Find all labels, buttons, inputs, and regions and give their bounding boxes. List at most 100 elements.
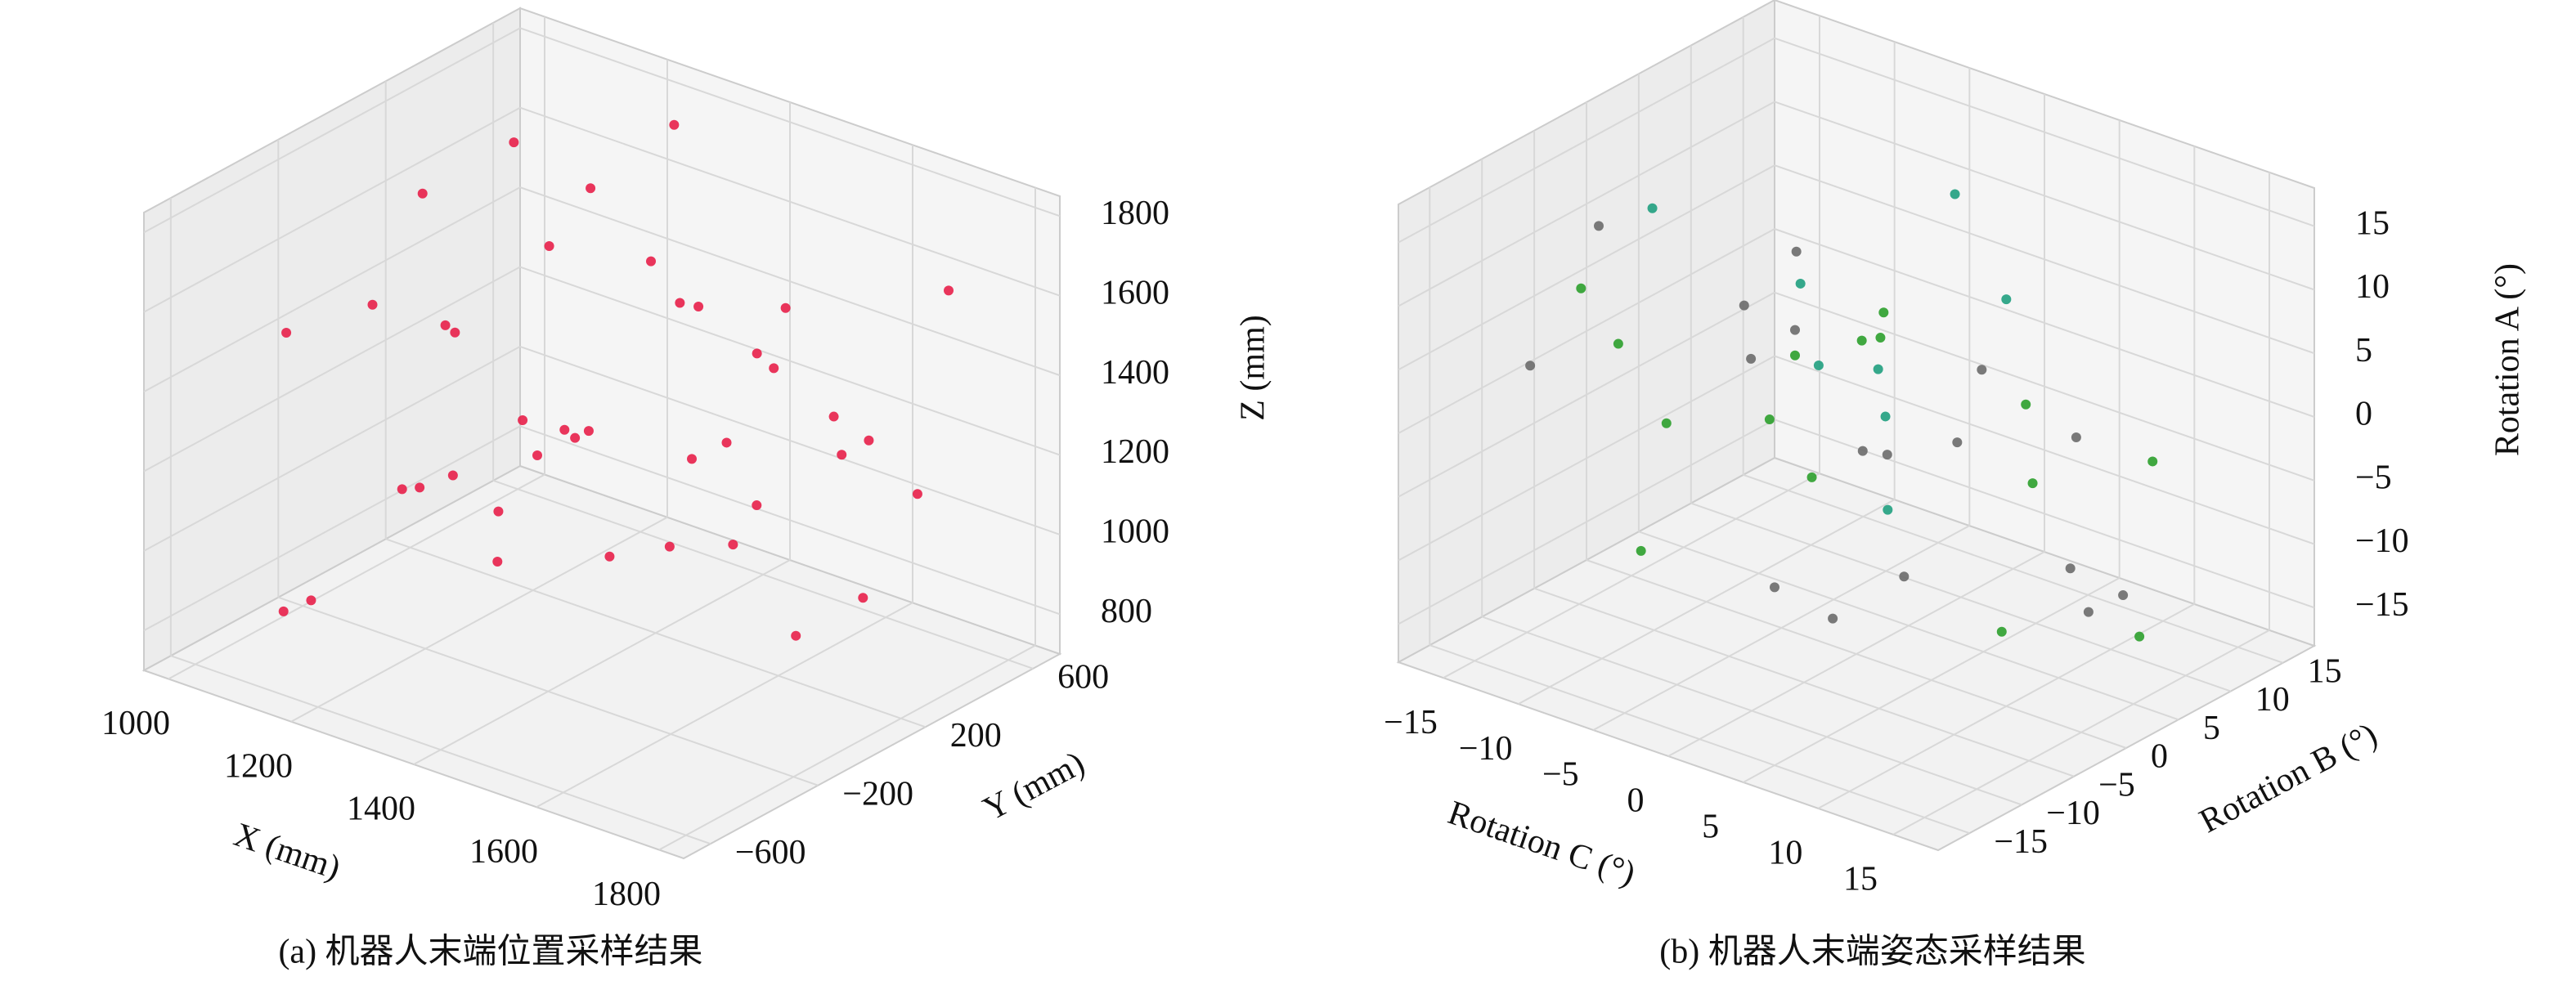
x-tick-label: 1800 — [592, 876, 661, 913]
point — [2001, 294, 2012, 305]
point — [1525, 361, 1536, 371]
grid-line — [492, 479, 1034, 670]
point — [1613, 338, 1623, 349]
point — [278, 606, 289, 616]
point — [1636, 545, 1646, 556]
point — [559, 424, 570, 435]
point — [1790, 325, 1800, 335]
y-tick-label: 0 — [2151, 738, 2168, 776]
y-axis-label: Rotation B (°) — [2193, 716, 2383, 841]
point — [693, 302, 704, 312]
point — [532, 450, 542, 461]
point — [1856, 335, 1867, 346]
point — [2147, 456, 2158, 467]
point — [1899, 571, 1910, 582]
grid-line — [519, 186, 1061, 377]
point — [586, 183, 596, 194]
point — [687, 454, 697, 464]
point — [583, 426, 594, 437]
grid-line — [1429, 644, 1970, 835]
point — [752, 500, 762, 511]
point — [306, 595, 316, 606]
grid-line — [1398, 164, 1775, 371]
grid-line — [519, 266, 1061, 456]
grid-line — [519, 425, 1061, 616]
point — [1952, 437, 1963, 448]
grid-line — [536, 602, 913, 809]
z-tick-label: 15 — [2355, 204, 2390, 242]
point — [728, 540, 738, 550]
z-tick-label: 1000 — [1101, 513, 1169, 551]
grid-line — [1533, 587, 2075, 777]
grid-line — [143, 266, 521, 473]
point — [1647, 203, 1658, 213]
point — [1878, 307, 1889, 318]
point — [1594, 221, 1604, 231]
point — [1795, 278, 1806, 289]
y-tick-label: 5 — [2203, 710, 2220, 747]
point — [518, 415, 528, 426]
point — [450, 327, 460, 338]
grid-line — [1638, 531, 2179, 721]
point — [604, 551, 615, 562]
point — [837, 450, 847, 460]
point — [780, 302, 791, 313]
y-axis-label: Y (mm) — [977, 745, 1091, 829]
grid-line — [1774, 228, 2315, 418]
point — [492, 557, 503, 567]
x-tick-label: −15 — [1384, 704, 1438, 741]
grid-line — [1398, 37, 1775, 244]
point — [1950, 189, 1960, 199]
point — [858, 593, 868, 603]
point — [828, 411, 839, 422]
grid-line — [143, 106, 521, 313]
y-tick-label: 200 — [950, 717, 1002, 755]
point — [1875, 333, 1886, 343]
grid-line — [1774, 355, 2315, 545]
x-tick-label: 15 — [1843, 860, 1878, 898]
point — [1739, 300, 1749, 311]
point — [415, 482, 425, 493]
y-tick-label: 15 — [2308, 652, 2342, 690]
z-tick-label: −5 — [2355, 459, 2392, 496]
z-tick-label: −15 — [2355, 586, 2409, 624]
grid-line — [143, 425, 521, 632]
grid-line — [1586, 559, 2127, 749]
point — [1790, 350, 1800, 361]
point — [447, 470, 458, 481]
point — [2027, 478, 2038, 489]
point — [1746, 353, 1757, 364]
point — [397, 484, 407, 495]
z-tick-label: −10 — [2355, 522, 2409, 560]
grid-line — [143, 186, 521, 393]
z-tick-label: 0 — [2355, 396, 2372, 433]
point — [1764, 414, 1775, 425]
grid-line — [1774, 164, 2315, 355]
z-tick-label: 1400 — [1101, 354, 1169, 392]
point — [752, 348, 762, 359]
z-tick-label: 10 — [2355, 268, 2390, 306]
x-tick-label: −5 — [1542, 756, 1579, 794]
point — [281, 328, 292, 338]
point — [791, 630, 801, 641]
x-tick-label: 1600 — [469, 833, 538, 871]
z-axis-label: Z (mm) — [1235, 315, 1272, 420]
grid-line — [413, 559, 791, 765]
point — [1977, 365, 1987, 375]
x-tick-label: 0 — [1627, 782, 1645, 820]
grid-line — [1690, 502, 2232, 692]
point — [1857, 446, 1868, 456]
point — [2083, 607, 2094, 617]
grid-line — [1774, 101, 2315, 291]
y-tick-label: −200 — [842, 775, 913, 813]
grid-line — [1774, 291, 2315, 482]
x-tick-label: −10 — [1459, 730, 1513, 768]
point — [1813, 360, 1824, 370]
caption: (b) 机器人末端姿态采样结果 — [1659, 934, 2085, 971]
x-tick-label: 1000 — [101, 705, 170, 742]
y-tick-label: 10 — [2255, 681, 2290, 719]
z-tick-label: 1800 — [1101, 195, 1169, 232]
point — [570, 432, 581, 443]
point — [440, 320, 451, 330]
